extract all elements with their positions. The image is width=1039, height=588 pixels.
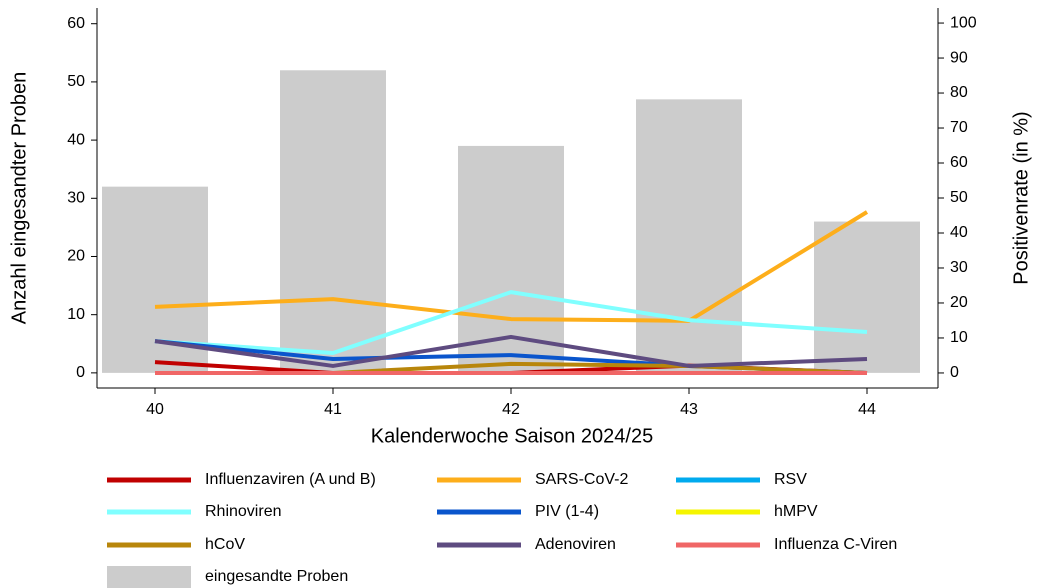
legend-swatch (107, 566, 191, 588)
legend-label: Influenzaviren (A und B) (205, 471, 376, 488)
legend-label: hCoV (205, 536, 245, 553)
y-tick-label: 10 (67, 306, 85, 323)
line-series (154, 290, 868, 356)
legend-label: PIV (1-4) (535, 503, 599, 520)
y2-tick-label: 100 (950, 14, 977, 31)
y-tick-label: 60 (67, 15, 85, 32)
y2-tick-label: 50 (950, 189, 968, 206)
y2-tick-label: 70 (950, 119, 968, 136)
y2-tick-label: 30 (950, 259, 968, 276)
line-series (154, 210, 869, 323)
y-tick-label: 40 (67, 131, 85, 148)
legend-label: RSV (774, 471, 807, 488)
legend-label: Adenoviren (535, 536, 616, 553)
y2-tick-label: 40 (950, 224, 968, 241)
x-tick-label: 43 (680, 401, 698, 418)
x-tick-label: 44 (858, 401, 876, 418)
legend-label: Influenza C-Viren (774, 536, 897, 553)
x-axis-label: Kalenderwoche Saison 2024/25 (371, 425, 653, 447)
line-series (154, 334, 868, 368)
y-tick-label: 50 (67, 73, 85, 90)
y-tick-label: 30 (67, 190, 85, 207)
y2-tick-label: 10 (950, 329, 968, 346)
y2-tick-label: 90 (950, 49, 968, 66)
y2-tick-label: 80 (950, 84, 968, 101)
y-tick-label: 0 (76, 364, 85, 381)
y2-tick-label: 0 (950, 364, 959, 381)
y2-tick-label: 60 (950, 154, 968, 171)
x-tick-label: 40 (146, 401, 164, 418)
y2-axis-label: Positivenrate (in %) (1010, 111, 1032, 284)
y2-tick-label: 20 (950, 294, 968, 311)
x-tick-label: 41 (324, 401, 342, 418)
y-tick-label: 20 (67, 248, 85, 265)
bar (280, 70, 386, 373)
legend-label: eingesandte Proben (205, 568, 348, 585)
legend-label: hMPV (774, 503, 818, 520)
bar (814, 221, 920, 373)
bar (636, 99, 742, 373)
legend-label: Rhinoviren (205, 503, 281, 520)
legend-label: SARS-CoV-2 (535, 471, 628, 488)
x-tick-label: 42 (502, 401, 520, 418)
y-axis-label: Anzahl eingesandter Proben (8, 72, 30, 324)
